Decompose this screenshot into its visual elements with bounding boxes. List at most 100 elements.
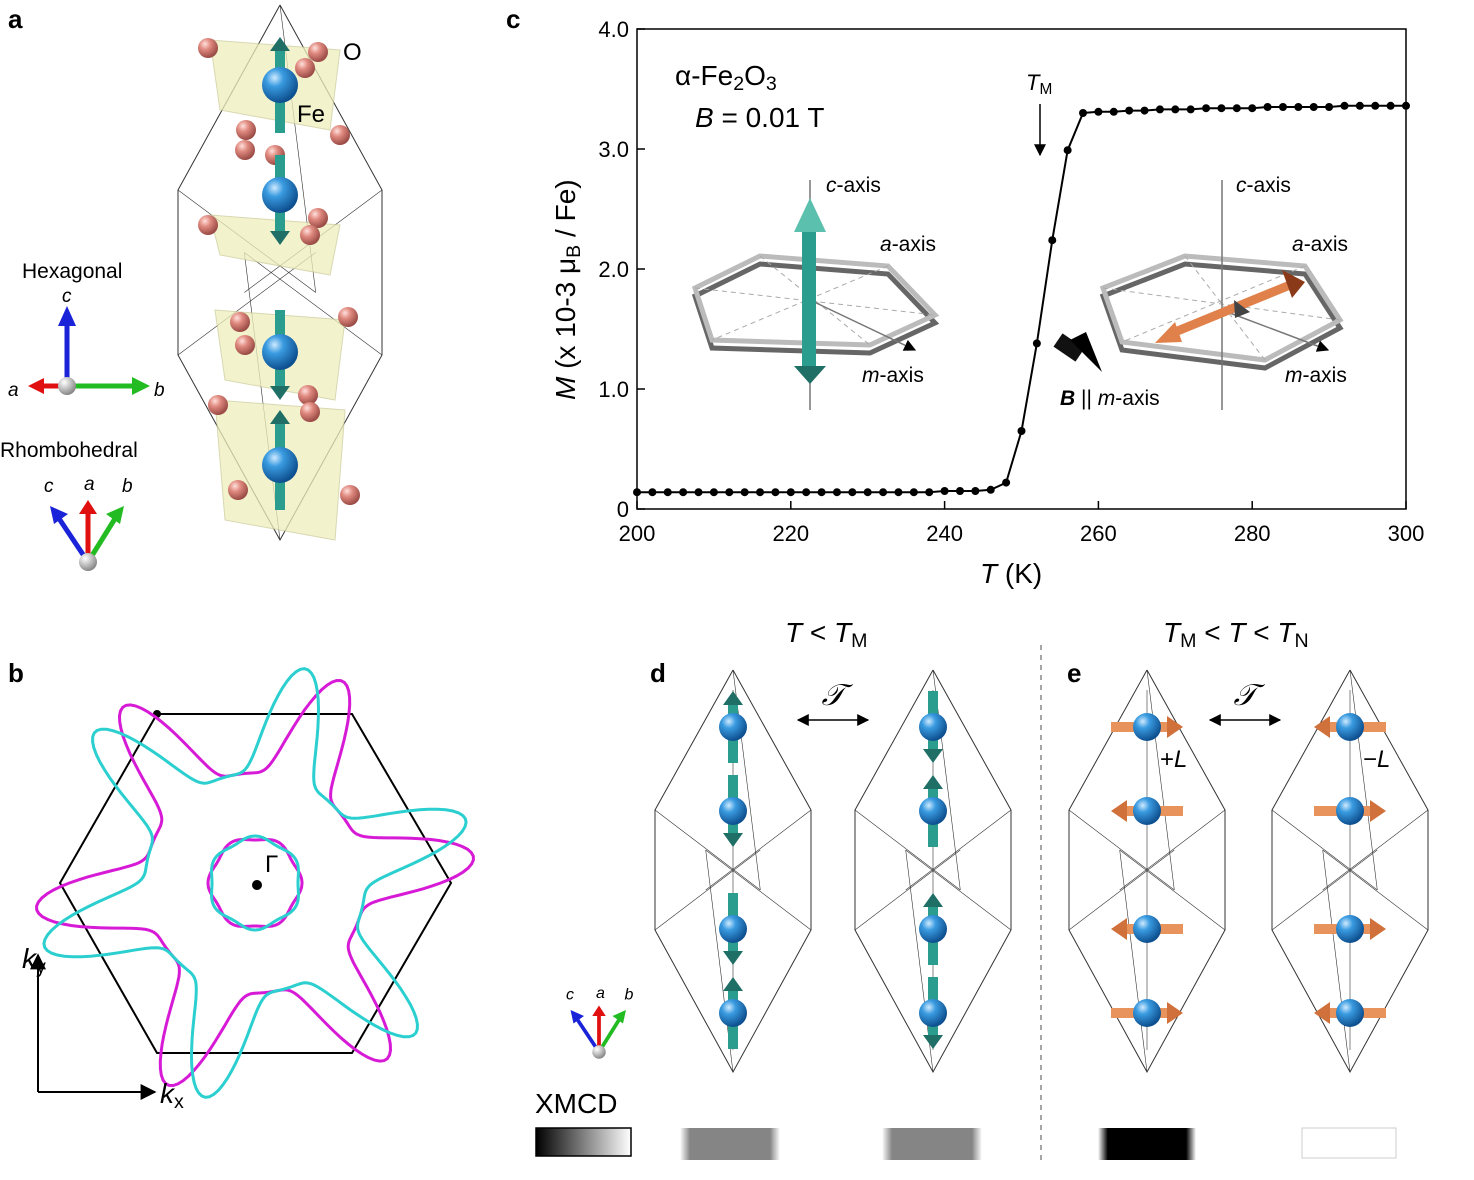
- text-part: T: [1163, 617, 1182, 648]
- brillouin-zone: [58, 713, 453, 1054]
- atom: [262, 334, 298, 370]
- atom: [1336, 915, 1364, 943]
- line: [809, 299, 917, 351]
- line: [1221, 309, 1330, 352]
- text-part: c: [1236, 174, 1247, 197]
- axis-head: [79, 500, 97, 514]
- line: [177, 252, 316, 356]
- text-part: 2: [733, 73, 744, 95]
- atom: [235, 335, 255, 355]
- line: [1173, 280, 1292, 337]
- panel-label: a: [8, 4, 23, 34]
- data-point: [1048, 236, 1057, 245]
- text-part: -axis: [837, 174, 881, 197]
- data-point: [1248, 104, 1257, 113]
- spin-head: [723, 833, 743, 847]
- spin-head: [270, 386, 290, 400]
- text-part: +: [1160, 746, 1174, 773]
- text-part: c: [826, 174, 837, 197]
- data-point: [1186, 105, 1195, 114]
- y-tick-label: 2.0: [598, 257, 629, 282]
- text-part: 3: [766, 73, 777, 95]
- text-part: T: [785, 617, 804, 648]
- compound-label: α-Fe2O3: [675, 60, 777, 95]
- text-part: a: [1292, 233, 1304, 256]
- atom: [308, 208, 328, 228]
- spin-head: [270, 410, 290, 424]
- atom-label: Fe: [297, 101, 325, 128]
- l-label: +L: [1160, 746, 1187, 773]
- atom: [340, 485, 360, 505]
- data-point: [1002, 478, 1011, 487]
- time-reversal: 𝒯: [822, 679, 854, 712]
- atom: [228, 480, 248, 500]
- time-reversal: 𝒯: [1234, 679, 1266, 712]
- text-part: M: [1039, 81, 1052, 98]
- line: [1322, 849, 1351, 1073]
- text-part: -axis: [880, 364, 924, 387]
- y-tick-label: 4.0: [598, 17, 629, 42]
- inset-label: m-axis: [1285, 364, 1347, 387]
- x-tick-label: 240: [926, 521, 963, 546]
- axis-label: c: [566, 987, 574, 1004]
- atom: [719, 999, 747, 1027]
- atom: [1133, 713, 1161, 741]
- field-label: B = 0.01 T: [695, 102, 824, 133]
- data-point: [1355, 101, 1364, 110]
- spin-head: [723, 691, 743, 705]
- text-part: ||: [1075, 387, 1098, 410]
- spin-head: [723, 977, 743, 991]
- spin-head: [1370, 918, 1386, 940]
- gamma-label: Γ: [265, 851, 278, 878]
- panel-label: e: [1067, 658, 1081, 688]
- atom: [1133, 999, 1161, 1027]
- data-point: [740, 488, 749, 497]
- axis-head: [132, 377, 150, 395]
- data-point: [1386, 101, 1395, 110]
- panel-label: c: [506, 4, 520, 34]
- text-part: M: [851, 630, 867, 652]
- data-point: [1371, 101, 1380, 110]
- text-part: -axis: [1304, 233, 1348, 256]
- text-part: μ: [550, 258, 581, 282]
- text-part: y: [36, 956, 46, 978]
- atom-label: O: [343, 39, 362, 66]
- spin-head: [270, 231, 290, 245]
- data-point: [1263, 103, 1272, 111]
- text-part: M: [550, 376, 581, 400]
- text-part: a: [880, 233, 892, 256]
- heading: TM < T < TN: [1163, 617, 1309, 652]
- line: [1322, 809, 1429, 891]
- text-part: T: [980, 558, 999, 589]
- spin-head: [1111, 918, 1127, 940]
- text-part: m: [862, 364, 880, 387]
- axis-label: c: [62, 286, 72, 307]
- data-point: [725, 488, 734, 497]
- atom: [592, 1045, 606, 1059]
- data-point: [1094, 107, 1103, 116]
- axis-label: b: [122, 476, 133, 497]
- text-part: (x 10: [550, 307, 581, 377]
- text-part: -axis: [1247, 174, 1291, 197]
- line: [654, 809, 761, 891]
- data-point: [1109, 107, 1118, 116]
- data-point: [817, 488, 826, 497]
- text-part: −: [1363, 746, 1377, 773]
- data-point: [1079, 109, 1088, 117]
- data-point: [709, 488, 718, 497]
- text-part: = 0.01 T: [714, 102, 825, 133]
- atom: [1336, 797, 1364, 825]
- text-part: -axis: [1115, 387, 1159, 410]
- atom: [198, 215, 218, 235]
- spin-head: [1111, 800, 1127, 822]
- data-point: [663, 488, 672, 497]
- text-part: O: [744, 60, 766, 91]
- panel-label: d: [650, 658, 666, 688]
- spin-head: [1314, 716, 1330, 738]
- line: [905, 849, 1012, 931]
- fermi-contour: [42, 667, 468, 1099]
- data-point: [832, 488, 841, 497]
- atom: [198, 38, 218, 58]
- data-point: [1125, 106, 1134, 115]
- fermi-contour: [210, 834, 300, 932]
